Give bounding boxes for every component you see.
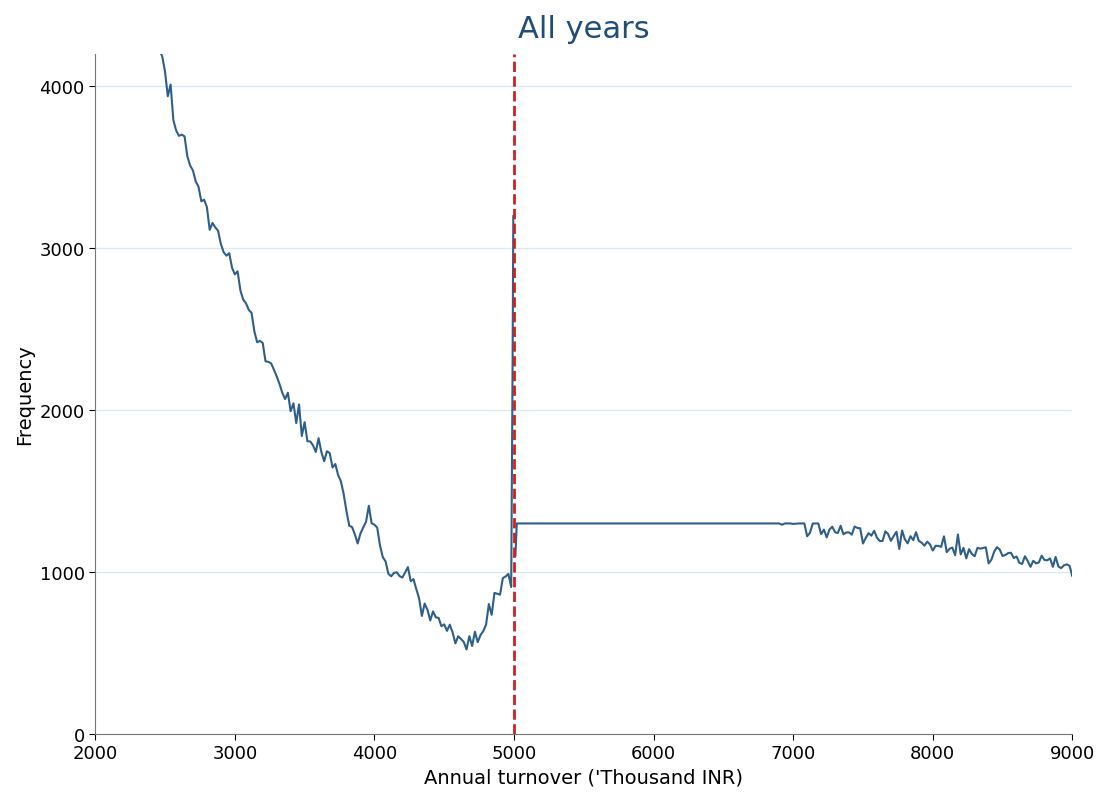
Title: All years: All years (518, 15, 649, 44)
Y-axis label: Frequency: Frequency (16, 344, 34, 444)
X-axis label: Annual turnover ('Thousand INR): Annual turnover ('Thousand INR) (424, 768, 744, 787)
